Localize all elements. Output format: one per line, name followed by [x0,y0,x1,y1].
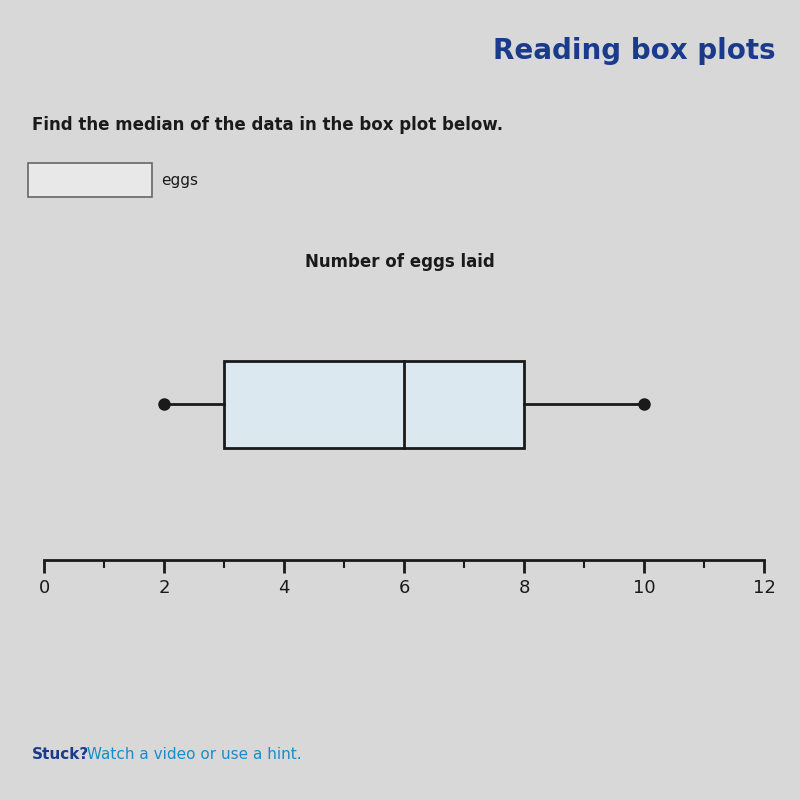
Text: Watch a video or use a hint.: Watch a video or use a hint. [82,747,302,762]
FancyBboxPatch shape [28,163,152,197]
Text: Number of eggs laid: Number of eggs laid [305,253,495,271]
Text: Stuck?: Stuck? [32,747,90,762]
Text: eggs: eggs [162,173,198,187]
Bar [224,362,524,448]
Text: Find the median of the data in the box plot below.: Find the median of the data in the box p… [32,116,503,134]
Text: Reading box plots: Reading box plots [494,37,776,65]
